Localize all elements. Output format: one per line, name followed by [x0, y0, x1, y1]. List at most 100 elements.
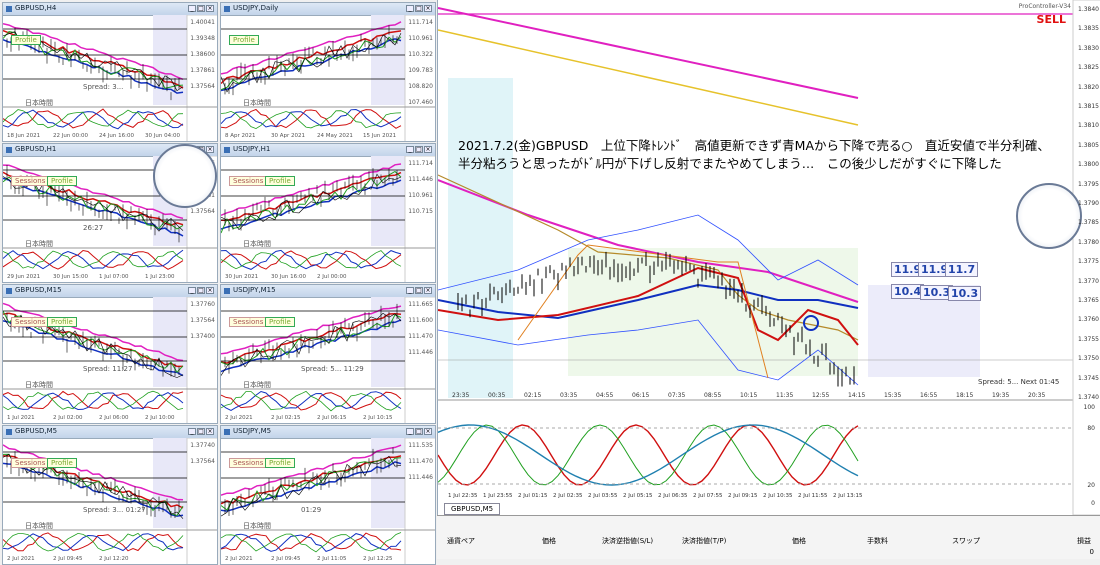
maximize-button[interactable]: □: [197, 5, 205, 12]
oscillator-line: [221, 533, 402, 552]
time-label: 1 Jul 07:00: [99, 274, 129, 280]
mini-chart-panel[interactable]: USDJPY,H1 _ □ × Sessions Profile 111.714 111…: [220, 143, 436, 283]
window-titlebar[interactable]: USDJPY,M5 _ □ ×: [221, 426, 435, 439]
window-titlebar[interactable]: GBPUSD,H4 _ □ ×: [3, 3, 217, 16]
osc-time-tick: 2 Jul 06:35: [658, 493, 688, 499]
time-tick: 16:55: [920, 392, 938, 399]
annotation-line-1: 2021.7.2(金)GBPUSD 上位下降ﾄﾚﾝﾄﾞ 高値更新できず青MAから…: [458, 138, 1050, 153]
column-price[interactable]: 価格: [542, 537, 556, 545]
price-label: 111.714: [408, 19, 433, 26]
time-tick: 00:35: [488, 392, 506, 399]
mini-chart-panel[interactable]: GBPUSD,M5 _ □ × Sessions Profile 1.37740 1.3…: [2, 425, 218, 565]
maximize-button[interactable]: □: [415, 5, 423, 12]
close-button[interactable]: ×: [424, 5, 432, 12]
price-label: 109.783: [408, 67, 433, 74]
price-tick: 1.3745: [1078, 374, 1099, 382]
ma-line: [438, 29, 859, 126]
time-tick: 14:15: [848, 392, 866, 399]
stat-number: 11.7: [945, 262, 979, 277]
indicator-line: [3, 302, 184, 362]
close-button[interactable]: ×: [206, 287, 214, 294]
time-label: 2 Jul 10:00: [145, 415, 175, 421]
price-axis: [1072, 0, 1100, 515]
minimize-button[interactable]: _: [406, 287, 414, 294]
window-titlebar[interactable]: USDJPY,M15 _ □ ×: [221, 285, 435, 298]
minimize-button[interactable]: _: [188, 287, 196, 294]
column-profit[interactable]: 損益: [1077, 537, 1091, 545]
maximize-button[interactable]: □: [415, 428, 423, 435]
sell-label: SELL: [1036, 13, 1066, 26]
minimize-button[interactable]: _: [406, 146, 414, 153]
window-titlebar[interactable]: GBPUSD,M5 _ □ ×: [3, 426, 217, 439]
maximize-button[interactable]: □: [415, 287, 423, 294]
maximize-button[interactable]: □: [415, 146, 423, 153]
window-titlebar[interactable]: GBPUSD,M15 _ □ ×: [3, 285, 217, 298]
time-label: 2 Jul 12:20: [99, 556, 129, 562]
price-label: 111.446: [408, 176, 433, 183]
oscillator-line: [3, 390, 184, 411]
main-chart[interactable]: ProController-V34 SELL 2021.7.2(金)GBPUSD…: [437, 0, 1100, 515]
ma-line: [438, 174, 859, 341]
spread-label: Spread: 3... 01:27: [83, 506, 146, 514]
chart-icon: [6, 288, 12, 294]
oscillator-line: [3, 109, 184, 129]
close-button[interactable]: ×: [206, 146, 214, 153]
tab-gbpusd-m5[interactable]: GBPUSD,M5: [444, 503, 501, 515]
column-commission[interactable]: 手数料: [867, 537, 888, 545]
column-price-2[interactable]: 価格: [792, 537, 806, 545]
close-button[interactable]: ×: [424, 146, 432, 153]
minimize-button[interactable]: _: [188, 5, 196, 12]
maximize-button[interactable]: □: [197, 428, 205, 435]
price-label: 111.600: [408, 317, 433, 324]
time-label: 18 Jun 2021: [7, 133, 41, 139]
timezone-label: 日本時間: [25, 240, 53, 248]
close-button[interactable]: ×: [424, 428, 432, 435]
mini-chart-panel[interactable]: GBPUSD,H4 _ □ × Profile 1.40041 1.39348 1.38…: [2, 2, 218, 142]
time-label: 24 Jun 16:00: [99, 133, 134, 139]
badge-profile: Profile: [47, 176, 77, 186]
maximize-button[interactable]: □: [197, 287, 205, 294]
entry-marker: [803, 315, 819, 331]
column-sl[interactable]: 決済逆指値(S/L): [602, 537, 654, 545]
mini-chart-panel[interactable]: USDJPY,M15 _ □ × Sessions Profile 111.665 11…: [220, 284, 436, 424]
time-tick: 15:35: [884, 392, 902, 399]
close-button[interactable]: ×: [206, 5, 214, 12]
window-titlebar[interactable]: USDJPY,Daily _ □ ×: [221, 3, 435, 16]
chart-icon: [6, 429, 12, 435]
mini-chart-plot: [3, 438, 217, 564]
time-label: 2 Jul 2021: [225, 556, 253, 562]
close-button[interactable]: ×: [424, 287, 432, 294]
mini-chart-panel[interactable]: GBPUSD,H1 _ □ ×SessionsProfile1.374761.3…: [2, 143, 218, 283]
mini-chart-panel[interactable]: USDJPY,Daily _ □ × Profile 111.714 110.961 1…: [220, 2, 436, 142]
chart-icon: [224, 6, 230, 12]
ma-line: [438, 266, 859, 346]
time-tick: 11:35: [776, 392, 794, 399]
window-title: GBPUSD,H1: [15, 145, 57, 153]
price-tick: 1.3750: [1078, 355, 1099, 363]
minimize-button[interactable]: _: [188, 428, 196, 435]
column-swap[interactable]: スワップ: [952, 537, 980, 545]
badge-sessions: Sessions: [229, 176, 268, 186]
osc-time-tick: 2 Jul 01:15: [518, 493, 548, 499]
price-tick: 1.3820: [1078, 83, 1099, 91]
mini-chart-panel[interactable]: USDJPY,M5 _ □ × Sessions Profile 111.535 111…: [220, 425, 436, 565]
time-tick: 08:55: [704, 392, 722, 399]
mini-chart-panel[interactable]: GBPUSD,M15 _ □ × Sessions Profile 1.37760 1.…: [2, 284, 218, 424]
spread-label: 01:29: [301, 506, 322, 514]
price-tick: 1.3770: [1078, 277, 1099, 285]
osc-time-tick: 2 Jul 03:55: [588, 493, 618, 499]
oscillator-line: [221, 108, 402, 128]
time-label: 2 Jul 11:05: [317, 556, 347, 562]
osc-time-tick: 2 Jul 11:55: [798, 493, 828, 499]
time-label: 30 Jun 2021: [225, 274, 259, 280]
time-tick: 04:55: [596, 392, 614, 399]
price-tick: 1.3755: [1078, 335, 1099, 343]
minimize-button[interactable]: _: [406, 5, 414, 12]
indicator-line: [221, 312, 402, 376]
window-titlebar[interactable]: USDJPY,H1 _ □ ×: [221, 144, 435, 157]
column-tp[interactable]: 決済指値(T/P): [682, 537, 727, 545]
indicator-line: [221, 32, 402, 93]
minimize-button[interactable]: _: [406, 428, 414, 435]
column-symbol[interactable]: 通貨ペア: [447, 537, 475, 545]
close-button[interactable]: ×: [206, 428, 214, 435]
